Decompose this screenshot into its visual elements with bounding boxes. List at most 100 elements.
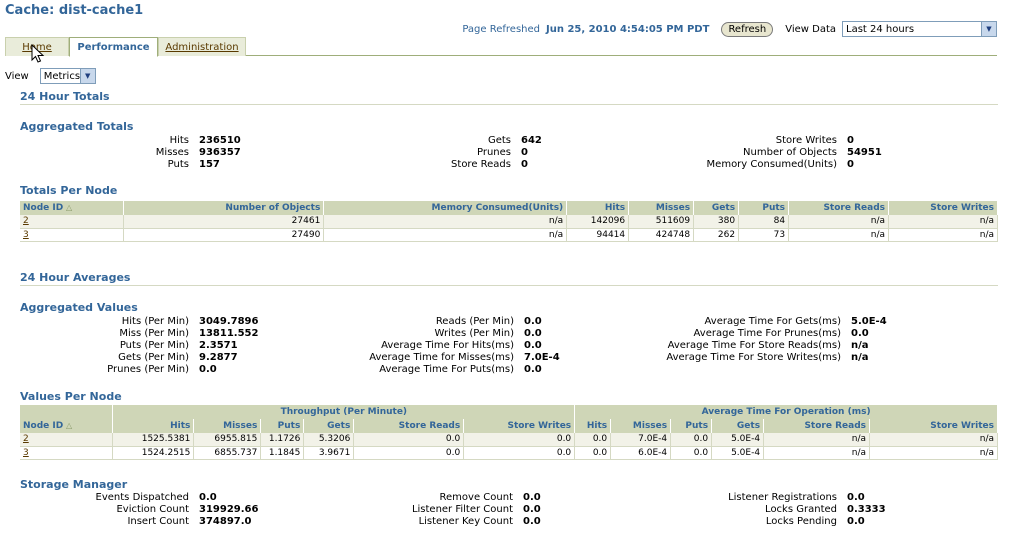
metric-label: Listener Filter Count bbox=[411, 504, 513, 515]
metric-row: Average Time For Store Reads(ms) n/a bbox=[668, 340, 869, 352]
metric-row: Average Time For Prunes(ms) 0.0 bbox=[694, 328, 869, 340]
column-header: Store Writes bbox=[463, 419, 576, 433]
table-row: 2 27461 n/a 142096 511609 380 84 n/a n/a bbox=[20, 215, 998, 229]
table-cell: 73 bbox=[738, 228, 790, 242]
column-header[interactable]: Node ID △ bbox=[20, 419, 114, 433]
tab-administration[interactable]: Administration bbox=[158, 37, 246, 56]
column-header-label: Node ID bbox=[23, 203, 64, 213]
column-header-label: Gets bbox=[711, 203, 736, 213]
table-cell: 1524.2515 bbox=[112, 446, 195, 460]
table-cell: 27490 bbox=[123, 228, 325, 242]
metric-label: Listener Registrations bbox=[728, 492, 837, 503]
metric-label: Listener Key Count bbox=[418, 516, 513, 527]
view-select[interactable]: Metrics ▼ bbox=[39, 68, 96, 84]
table-cell: 0.0 bbox=[463, 433, 576, 447]
metric-label: Locks Granted bbox=[765, 504, 837, 515]
table-cell: 5.0E-4 bbox=[711, 446, 765, 460]
metric-label: Memory Consumed(Units) bbox=[706, 159, 837, 170]
column-header-label: Store Reads bbox=[823, 203, 885, 213]
sort-ascending-icon[interactable]: △ bbox=[63, 421, 73, 430]
table-cell: 262 bbox=[693, 228, 740, 242]
column-header: Gets bbox=[303, 419, 355, 433]
metric-value: 0.0 bbox=[199, 364, 217, 375]
table-cell: 142096 bbox=[566, 215, 630, 229]
table-cell: 5.0E-4 bbox=[711, 433, 765, 447]
metric-label: Puts bbox=[167, 159, 189, 170]
aggregated-values-heading: Aggregated Values bbox=[20, 301, 138, 314]
column-header: Store Writes bbox=[869, 419, 998, 433]
metric-value: 0.0 bbox=[847, 516, 865, 527]
metric-row: Insert Count 374897.0 bbox=[127, 516, 251, 528]
column-header[interactable]: Node ID △ bbox=[20, 201, 125, 215]
column-header-label: Gets bbox=[736, 421, 761, 431]
view-data-select[interactable]: Last 24 hours ▼ bbox=[842, 21, 997, 37]
column-header: Gets bbox=[711, 419, 765, 433]
metric-value: 236510 bbox=[199, 135, 241, 146]
node-id-link[interactable]: 3 bbox=[23, 229, 29, 240]
column-header-label: Puts bbox=[762, 203, 786, 213]
metric-label: Average Time For Hits(ms) bbox=[381, 340, 514, 351]
metric-value: 0.0 bbox=[851, 328, 869, 339]
values-per-node-table: Throughput (Per Minute) Average Time For… bbox=[20, 405, 998, 460]
sort-ascending-icon[interactable]: △ bbox=[63, 203, 73, 212]
metric-label: Prunes bbox=[476, 147, 511, 158]
table-cell: 511609 bbox=[628, 215, 695, 229]
table-cell: 94414 bbox=[566, 228, 630, 242]
metric-value: 5.0E-4 bbox=[851, 316, 887, 327]
metric-value: 7.0E-4 bbox=[524, 352, 560, 363]
table-row: 2 1525.5381 6955.815 1.1726 5.3206 0.0 0.0 0.0 7… bbox=[20, 433, 998, 447]
metric-row: Number of Objects 54951 bbox=[743, 147, 882, 159]
metric-label: Puts (Per Min) bbox=[119, 340, 189, 351]
metric-value: 0 bbox=[847, 159, 854, 170]
throughput-group-header: Throughput (Per Minute) bbox=[112, 405, 576, 419]
node-id-link[interactable]: 2 bbox=[23, 216, 29, 227]
column-header: Number of Objects bbox=[123, 201, 325, 215]
metric-row: Memory Consumed(Units) 0 bbox=[707, 159, 854, 171]
table-cell: 6.0E-4 bbox=[610, 446, 672, 460]
table-row: 3 27490 n/a 94414 424748 262 73 n/a n/a bbox=[20, 228, 998, 242]
group-spacer bbox=[20, 405, 114, 419]
tab-performance[interactable]: Performance bbox=[69, 37, 158, 57]
node-id-link[interactable]: 2 bbox=[23, 434, 29, 445]
table-cell: n/a bbox=[788, 215, 889, 229]
refresh-bar: Page Refreshed Jun 25, 2010 4:54:05 PM P… bbox=[462, 21, 997, 37]
metric-value: 0.0 bbox=[199, 492, 217, 503]
table-cell: n/a bbox=[788, 228, 889, 242]
avg-time-group-header: Average Time For Operation (ms) bbox=[574, 405, 998, 419]
column-header: Memory Consumed(Units) bbox=[323, 201, 568, 215]
metric-row: Store Writes 0 bbox=[776, 135, 854, 147]
column-header: Store Reads bbox=[763, 419, 870, 433]
metric-label: Average Time For Puts(ms) bbox=[379, 364, 514, 375]
table-cell: 27461 bbox=[123, 215, 325, 229]
table-cell: n/a bbox=[869, 433, 998, 447]
metric-value: 2.3571 bbox=[199, 340, 238, 351]
table-cell: n/a bbox=[763, 446, 870, 460]
page-title: Cache: dist-cache1 bbox=[5, 3, 144, 18]
metric-label: Remove Count bbox=[439, 492, 513, 503]
node-id-link[interactable]: 3 bbox=[23, 447, 29, 458]
table-cell: 0.0 bbox=[670, 446, 713, 460]
metric-row: Listener Key Count 0.0 bbox=[419, 516, 541, 528]
metric-row: Listener Filter Count 0.0 bbox=[412, 504, 541, 516]
metric-label: Hits bbox=[169, 135, 189, 146]
column-header: Misses bbox=[610, 419, 672, 433]
metric-label: Miss (Per Min) bbox=[119, 328, 189, 339]
table-cell: n/a bbox=[888, 215, 998, 229]
column-header-label: Store Reads bbox=[804, 421, 866, 431]
metric-row: Hits 236510 bbox=[170, 135, 241, 147]
column-header-label: Store Writes bbox=[930, 203, 994, 213]
tab-home[interactable]: Home bbox=[5, 37, 69, 56]
metric-value: 13811.552 bbox=[199, 328, 259, 339]
metric-row: Locks Pending 0.0 bbox=[766, 516, 865, 528]
metric-label: Gets (Per Min) bbox=[118, 352, 189, 363]
column-header-label: Store Reads bbox=[398, 421, 461, 431]
metric-value: 0 bbox=[847, 135, 854, 146]
refresh-button[interactable]: Refresh bbox=[721, 21, 774, 37]
metric-row: Events Dispatched 0.0 bbox=[96, 492, 217, 504]
metric-row: Misses 936357 bbox=[156, 147, 241, 159]
column-header-label: Node ID bbox=[23, 421, 64, 431]
column-header: Store Reads bbox=[353, 419, 465, 433]
column-header-label: Memory Consumed(Units) bbox=[431, 203, 564, 213]
metric-row: Prunes 0 bbox=[477, 147, 528, 159]
metric-row: Writes (Per Min) 0.0 bbox=[435, 328, 542, 340]
